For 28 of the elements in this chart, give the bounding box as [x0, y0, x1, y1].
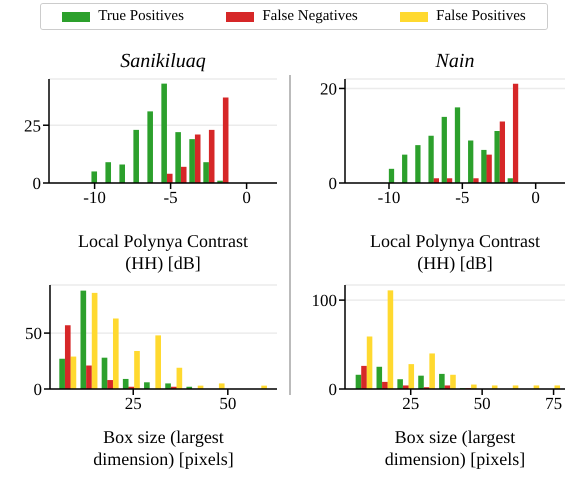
- chart-title: Sanikiluaq: [119, 50, 207, 73]
- x-tick-label: 25: [124, 394, 142, 414]
- y-tick-label: 0: [32, 174, 41, 194]
- x-tick-label: 0: [242, 188, 251, 208]
- y-tick-label: 20: [320, 79, 337, 98]
- x-tick-label: 25: [402, 394, 420, 414]
- y-tick-label: 0: [328, 380, 337, 400]
- x-tick-label: -10: [83, 188, 106, 208]
- x-tick-label: 0: [531, 188, 540, 208]
- x-axis-title: Local Polynya Contrast (HH) [dB]: [77, 230, 249, 274]
- x-tick-label: -10: [378, 188, 400, 208]
- y-tick-label: 0: [328, 174, 337, 194]
- x-axis-title: Local Polynya Contrast (HH) [dB]: [369, 230, 541, 274]
- x-axis-title: Box size (largest dimension) [pixels]: [384, 426, 526, 470]
- y-tick-label: 0: [34, 380, 42, 400]
- x-tick-label: 50: [474, 394, 491, 414]
- y-tick-label: 50: [25, 324, 42, 344]
- y-tick-label: 25: [24, 116, 41, 136]
- chart-title: Nain: [434, 50, 476, 73]
- x-tick-label: -5: [164, 188, 178, 208]
- y-tick-label: 100: [312, 291, 337, 310]
- x-tick-label: -5: [455, 188, 470, 208]
- legend-label: False Negatives: [262, 8, 358, 25]
- x-tick-label: 50: [219, 394, 236, 414]
- x-axis-title: Box size (largest dimension) [pixels]: [92, 426, 235, 470]
- legend-label: False Positives: [436, 8, 526, 25]
- x-tick-label: 75: [545, 394, 562, 414]
- legend-label: True Positives: [98, 8, 184, 25]
